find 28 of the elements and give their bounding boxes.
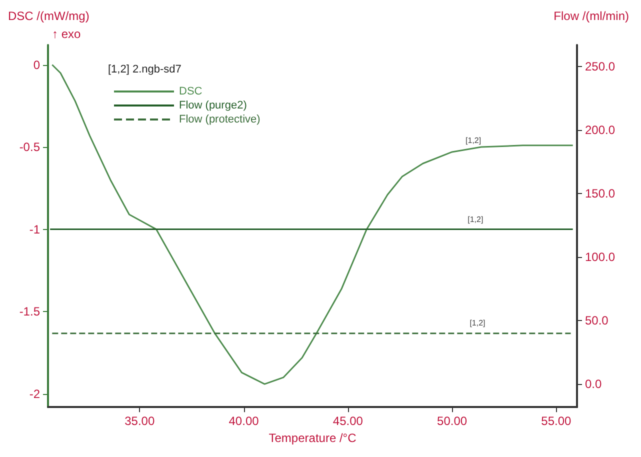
y-tick-label: -0.5: [19, 140, 40, 154]
text: Flow (purge2): [179, 100, 247, 112]
x-axis-title: Temperature /°C: [268, 431, 357, 445]
y2-tick-label: 100.0: [585, 250, 616, 264]
x-tick-label: 50.00: [437, 414, 468, 428]
line-series: [51, 64, 574, 385]
y-axis-title: DSC /(mW/mg): [8, 9, 90, 23]
y-tick-label: -1.5: [19, 304, 40, 319]
text: DSC: [179, 86, 202, 98]
y-tick-label: 0: [33, 58, 40, 72]
annotation: [1,2]: [468, 214, 484, 224]
y2-axis-title: Flow /(ml/min): [554, 9, 630, 23]
y2-tick-label: 250.0: [585, 60, 616, 74]
x-tick-label: 35.00: [124, 414, 155, 428]
annotation: [1,2]: [466, 136, 482, 145]
text: ↑ exo: [52, 27, 82, 41]
x-tick-label: 45.00: [332, 414, 364, 428]
annotation: [1,2]: [470, 318, 486, 328]
x-tick-label: 55.00: [541, 414, 572, 428]
y2-tick-label: 0.0: [585, 377, 602, 392]
x-tick-label: 40.00: [228, 414, 260, 428]
text: Flow (protective): [179, 114, 260, 126]
y2-tick-label: 200.0: [585, 123, 616, 138]
y2-tick-label: 150.0: [585, 186, 616, 201]
legend-title: [1,2] 2.ngb-sd7: [108, 64, 182, 76]
y2-tick-label: 50.0: [585, 314, 609, 328]
y-tick-label: -1: [29, 222, 40, 236]
y-tick-label: -2: [29, 386, 40, 401]
